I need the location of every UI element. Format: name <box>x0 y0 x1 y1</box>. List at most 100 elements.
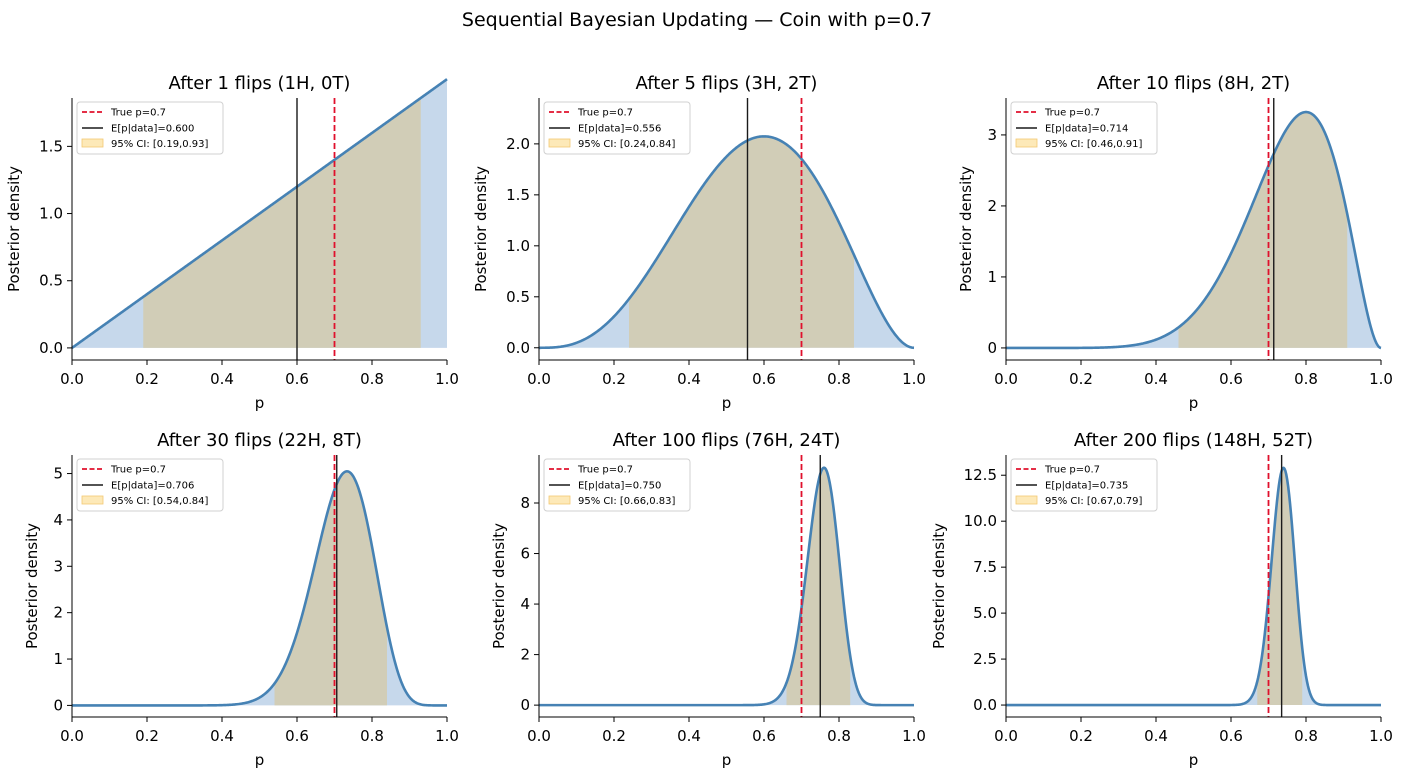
credible-interval-region <box>629 136 854 348</box>
x-tick-label: 0.8 <box>827 370 851 388</box>
x-axis-label: p <box>722 751 732 769</box>
y-tick-label: 12.5 <box>964 466 997 484</box>
y-tick-label: 2.0 <box>506 135 530 153</box>
x-tick-label: 0.8 <box>1294 370 1318 388</box>
x-tick-label: 1.0 <box>1369 370 1393 388</box>
credible-interval-region <box>274 471 387 706</box>
legend-entry-mean: E[p|data]=0.600 <box>111 124 194 135</box>
x-tick-label: 0.6 <box>1219 370 1243 388</box>
x-tick-label: 1.0 <box>902 727 926 745</box>
y-tick-label: 6 <box>520 545 530 563</box>
legend-entry-mean: E[p|data]=0.556 <box>578 124 661 135</box>
y-tick-label: 2 <box>53 604 63 622</box>
legend: True p=0.7 E[p|data]=0.735 95% CI: [0.67,0… <box>1010 458 1158 512</box>
legend-box <box>1010 101 1158 155</box>
y-tick-label: 8 <box>520 494 530 512</box>
y-axis-label: Posterior density <box>490 523 508 649</box>
x-tick-label: 0.6 <box>1219 727 1243 745</box>
legend-entry-mean: E[p|data]=0.750 <box>578 481 661 492</box>
legend: True p=0.7 E[p|data]=0.706 95% CI: [0.54,0… <box>76 458 224 512</box>
posterior-curve <box>71 78 448 349</box>
posterior-curve <box>1005 110 1382 350</box>
x-tick-label: 0.6 <box>752 727 776 745</box>
x-tick-label: 1.0 <box>1369 727 1393 745</box>
x-tick-label: 0.2 <box>1069 370 1093 388</box>
posterior-curve <box>71 470 448 707</box>
y-tick-label: 0.5 <box>506 288 530 306</box>
legend-entry-true-p: True p=0.7 <box>1044 108 1100 119</box>
y-tick-label: 0 <box>987 339 997 357</box>
y-tick-label: 7.5 <box>973 558 997 576</box>
subplot-title: After 200 flips (148H, 52T) <box>1074 430 1313 451</box>
legend-entry-ci: 95% CI: [0.24,0.84] <box>578 139 675 150</box>
x-tick-label: 0.2 <box>602 370 626 388</box>
subplot-2: 0.0 0.2 0.4 0.6 0.8 1.0 0.0 0.5 1.0 1.5 2.0 After 5… <box>472 73 926 412</box>
x-tick-label: 0.2 <box>135 727 159 745</box>
legend-ci-swatch <box>81 138 104 148</box>
y-tick-label: 0.0 <box>506 339 530 357</box>
subplot-1: 0.0 0.2 0.4 0.6 0.8 1.0 0.0 0.5 1.0 1.5 After 1 fl… <box>5 73 459 412</box>
x-tick-label: 0.4 <box>1144 370 1168 388</box>
x-axis-label: p <box>1189 751 1199 769</box>
legend-entry-true-p: True p=0.7 <box>1044 465 1100 476</box>
x-tick-label: 0.2 <box>602 727 626 745</box>
legend-entry-mean: E[p|data]=0.714 <box>1045 124 1128 135</box>
x-tick-label: 0.2 <box>135 370 159 388</box>
legend-ci-swatch <box>81 495 104 505</box>
subplot-title: After 1 flips (1H, 0T) <box>169 73 351 94</box>
x-tick-label: 0.0 <box>527 370 551 388</box>
credible-interval-region <box>786 467 851 706</box>
legend-box <box>76 458 224 512</box>
legend-entry-mean: E[p|data]=0.735 <box>1045 481 1128 492</box>
legend-entry-true-p: True p=0.7 <box>577 465 633 476</box>
y-tick-label: 0 <box>520 696 530 714</box>
legend-ci-swatch <box>1015 138 1038 148</box>
legend-entry-true-p: True p=0.7 <box>110 465 166 476</box>
posterior-curve <box>538 135 915 350</box>
subplots-grid: 0.0 0.2 0.4 0.6 0.8 1.0 0.0 0.5 1.0 1.5 After 1 fl… <box>5 73 1393 769</box>
y-tick-label: 0.0 <box>39 339 63 357</box>
x-tick-label: 0.6 <box>285 370 309 388</box>
x-tick-label: 0.4 <box>677 370 701 388</box>
y-tick-label: 1.5 <box>506 186 530 204</box>
x-axis-label: p <box>722 394 732 412</box>
y-axis-label: Posterior density <box>23 523 41 649</box>
x-tick-label: 1.0 <box>435 727 459 745</box>
y-tick-label: 0.0 <box>973 696 997 714</box>
x-tick-label: 0.0 <box>994 370 1018 388</box>
legend-entry-ci: 95% CI: [0.54,0.84] <box>111 496 208 507</box>
subplot-5: 0.0 0.2 0.4 0.6 0.8 1.0 0 2 4 6 8 After 100 flips (… <box>490 430 926 769</box>
legend-entry-ci: 95% CI: [0.67,0.79] <box>1045 496 1142 507</box>
legend: True p=0.7 E[p|data]=0.556 95% CI: [0.24,0… <box>543 101 691 155</box>
y-tick-label: 10.0 <box>964 512 997 530</box>
subplot-title: After 30 flips (22H, 8T) <box>157 430 362 451</box>
y-tick-label: 5.0 <box>973 604 997 622</box>
legend-entry-ci: 95% CI: [0.19,0.93] <box>111 139 208 150</box>
y-axis-label: Posterior density <box>930 523 948 649</box>
legend-ci-swatch <box>548 495 571 505</box>
y-tick-label: 1 <box>53 650 63 668</box>
y-tick-label: 4 <box>520 595 530 613</box>
x-tick-label: 0.0 <box>60 727 84 745</box>
legend-entry-mean: E[p|data]=0.706 <box>111 481 194 492</box>
subplot-3: 0.0 0.2 0.4 0.6 0.8 1.0 0 1 2 3 After 10 flips (8H… <box>957 73 1393 412</box>
x-tick-label: 0.8 <box>1294 727 1318 745</box>
legend-box <box>1010 458 1158 512</box>
y-tick-label: 1.0 <box>506 237 530 255</box>
y-tick-label: 0 <box>53 696 63 714</box>
y-tick-label: 4 <box>53 511 63 529</box>
x-tick-label: 0.8 <box>827 727 851 745</box>
credible-interval-region <box>1178 112 1348 348</box>
x-tick-label: 0.4 <box>1144 727 1168 745</box>
posterior-curve <box>538 466 915 707</box>
y-tick-label: 3 <box>987 126 997 144</box>
subplot-4: 0.0 0.2 0.4 0.6 0.8 1.0 0 1 2 3 4 5 After 30 flips (… <box>23 430 459 769</box>
x-tick-label: 0.6 <box>752 370 776 388</box>
y-tick-label: 3 <box>53 557 63 575</box>
y-tick-label: 0.5 <box>39 272 63 290</box>
posterior-curve <box>1005 466 1382 707</box>
subplot-title: After 100 flips (76H, 24T) <box>613 430 841 451</box>
legend: True p=0.7 E[p|data]=0.600 95% CI: [0.19,0… <box>76 101 224 155</box>
legend-entry-true-p: True p=0.7 <box>577 108 633 119</box>
